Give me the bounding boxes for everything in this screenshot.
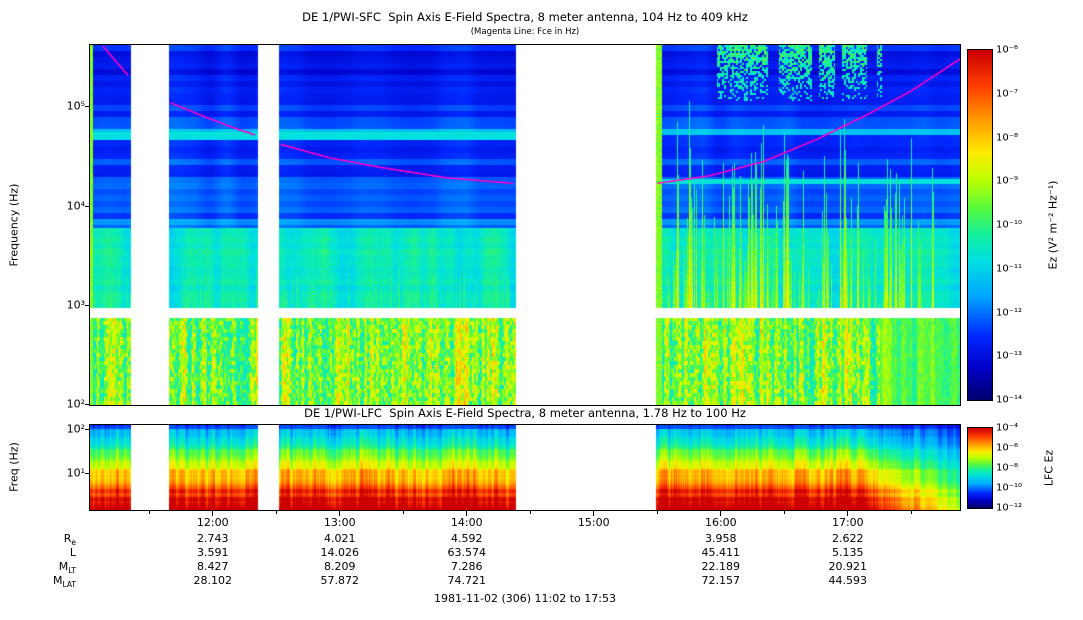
sfc-colorbar-tick-label: 10⁻¹³ — [996, 350, 1023, 362]
sfc-ytick-label: 10² — [66, 397, 85, 411]
sfc-colorbar-tick-label: 10⁻⁷ — [996, 88, 1019, 100]
time-tick-mark — [466, 511, 468, 516]
lfc-colorbar-tick-label: 10⁻¹⁰ — [996, 482, 1023, 494]
sfc-colorbar-label: Ez (V² m⁻² Hz⁻¹) — [1046, 180, 1060, 270]
ephemeris-row-label: MLAT — [53, 574, 76, 589]
ephemeris-value: 7.286 — [451, 560, 483, 573]
date-range-footer: 1981-11-02 (306) 11:02 to 17:53 — [434, 592, 616, 605]
sfc-ytick-mark — [85, 105, 89, 107]
time-tick-label: 14:00 — [450, 516, 483, 529]
ephemeris-value: 14.026 — [320, 546, 360, 559]
ephemeris-row-label-base: R — [63, 532, 72, 545]
sfc-title: DE 1/PWI-SFC Spin Axis E-Field Spectra, … — [302, 10, 748, 24]
sfc-colorbar-canvas — [968, 50, 992, 400]
ephemeris-value: 8.427 — [197, 560, 229, 573]
time-tick-mark — [847, 511, 849, 516]
ephemeris-row-label: L — [70, 546, 76, 559]
time-tick-label: 13:00 — [323, 516, 356, 529]
ephemeris-value: 5.135 — [832, 546, 864, 559]
time-minor-tick-mark — [402, 511, 404, 514]
time-tick-label: 12:00 — [196, 516, 229, 529]
time-tick-mark — [720, 511, 722, 516]
sfc-colorbar-tick-label: 10⁻¹² — [996, 307, 1023, 318]
time-tick-mark — [339, 511, 341, 516]
sfc-spectrogram-canvas — [90, 45, 960, 405]
lfc-title: DE 1/PWI-LFC Spin Axis E-Field Spectra, … — [304, 406, 746, 420]
ephemeris-value: 3.958 — [705, 532, 737, 545]
sfc-subtitle: (Magenta Line: Fce in Hz) — [470, 27, 580, 37]
ephemeris-value: 63.574 — [447, 546, 487, 559]
lfc-y-axis-label: Freq (Hz) — [7, 442, 21, 492]
ephemeris-row-label-sub: e — [71, 538, 76, 548]
sfc-ytick-label: 10⁵ — [66, 99, 85, 113]
time-minor-tick-mark — [148, 511, 150, 514]
lfc-ytick-label: 10² — [66, 422, 85, 436]
sfc-colorbar-tick-label: 10⁻¹⁴ — [996, 394, 1023, 406]
lfc-ytick-mark — [85, 472, 89, 474]
ephemeris-row-label: MLT — [59, 560, 76, 575]
lfc-ytick-mark — [85, 428, 89, 430]
lfc-spectrogram-canvas — [90, 425, 960, 510]
time-tick-label: 16:00 — [704, 516, 737, 529]
time-tick-label: 17:00 — [831, 516, 864, 529]
sfc-ytick-label: 10³ — [66, 298, 85, 312]
lfc-colorbar-tick-label: 10⁻⁸ — [996, 462, 1019, 474]
sfc-colorbar-tick-label: 10⁻¹⁰ — [996, 219, 1023, 231]
ephemeris-value: 2.743 — [197, 532, 229, 545]
ephemeris-row-label-sub: LAT — [62, 580, 76, 590]
sfc-colorbar-tick-label: 10⁻⁶ — [996, 44, 1019, 56]
sfc-ytick-mark — [85, 304, 89, 306]
sfc-y-axis-label: Frequency (Hz) — [7, 183, 21, 267]
lfc-colorbar-label: LFC Ez — [1042, 449, 1056, 487]
lfc-colorbar-tick-label: 10⁻⁶ — [996, 442, 1019, 454]
sfc-colorbar-tick-label: 10⁻¹¹ — [996, 263, 1023, 275]
time-minor-tick-mark — [783, 511, 785, 514]
ephemeris-value: 8.209 — [324, 560, 356, 573]
ephemeris-row-label-sub: LT — [68, 566, 76, 576]
time-tick-label: 15:00 — [577, 516, 610, 529]
time-tick-mark — [593, 511, 595, 516]
ephemeris-row-label-base: M — [58, 560, 69, 573]
ephemeris-value: 4.021 — [324, 532, 356, 545]
lfc-colorbar-tick-label: 10⁻¹² — [996, 502, 1023, 514]
ephemeris-value: 57.872 — [320, 574, 360, 587]
sfc-colorbar-tick-label: 10⁻⁸ — [996, 132, 1019, 143]
ephemeris-value: 45.411 — [701, 546, 741, 559]
sfc-ytick-mark — [85, 403, 89, 405]
sfc-ytick-label: 10⁴ — [66, 199, 85, 213]
ephemeris-row-label-base: L — [69, 546, 76, 559]
ephemeris-value: 44.593 — [828, 574, 868, 587]
ephemeris-row-label: Re — [64, 532, 76, 547]
ephemeris-value: 72.157 — [701, 574, 741, 587]
sfc-ytick-mark — [85, 205, 89, 207]
ephemeris-value: 2.622 — [832, 532, 864, 545]
ephemeris-value: 22.189 — [701, 560, 741, 573]
ephemeris-value: 74.721 — [447, 574, 487, 587]
lfc-ytick-label: 10¹ — [66, 466, 85, 480]
sfc-colorbar-tick-label: 10⁻⁹ — [996, 175, 1019, 187]
ephemeris-value: 4.592 — [451, 532, 483, 545]
lfc-colorbar-canvas — [968, 428, 992, 508]
time-minor-tick-mark — [275, 511, 277, 514]
time-minor-tick-mark — [529, 511, 531, 514]
ephemeris-value: 3.591 — [197, 546, 229, 559]
ephemeris-value: 28.102 — [193, 574, 233, 587]
ephemeris-row-label-base: M — [53, 574, 63, 587]
time-minor-tick-mark — [656, 511, 658, 514]
time-minor-tick-mark — [910, 511, 912, 514]
time-tick-mark — [212, 511, 214, 516]
lfc-colorbar-tick-label: 10⁻⁴ — [996, 422, 1019, 434]
ephemeris-value: 20.921 — [828, 560, 868, 573]
